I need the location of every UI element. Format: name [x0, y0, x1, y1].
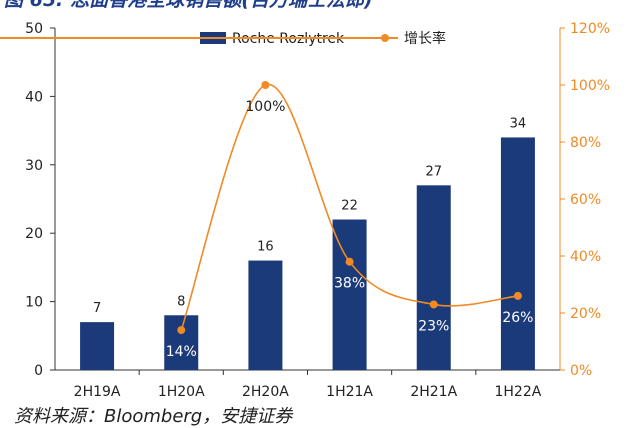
y-right-tick-label: 120%: [570, 21, 610, 37]
legend-line-marker: [381, 34, 389, 42]
y-left-tick-label: 10: [25, 295, 43, 311]
growth-rate-point: [177, 326, 186, 335]
x-tick-label: 1H21A: [326, 384, 373, 400]
growth-rate-label: 23%: [418, 318, 449, 334]
y-right-tick-label: 80%: [570, 135, 601, 151]
figure-title: 图 65: 思面香港全球销售额(百万瑞士法郎): [4, 0, 373, 11]
x-tick-label: 1H22A: [495, 384, 542, 400]
y-right-tick-label: 20%: [570, 306, 601, 322]
bar: [416, 185, 451, 370]
bar-value-label: 16: [257, 240, 274, 255]
bar: [248, 260, 283, 370]
bar: [164, 315, 199, 370]
growth-rate-point: [261, 81, 270, 89]
growth-rate-line: [180, 83, 518, 331]
y-left-tick-label: 50: [25, 21, 43, 37]
x-tick-label: 2H20A: [242, 384, 289, 400]
growth-rate-point: [429, 300, 438, 309]
bar: [80, 322, 115, 370]
legend: Roche Rozlytrek 增长率: [0, 30, 446, 47]
y-right-tick-label: 100%: [570, 78, 610, 94]
bar-value-label: 8: [177, 294, 185, 309]
y-left-tick-label: 30: [25, 158, 43, 174]
x-tick-label: 2H21A: [410, 384, 457, 400]
source-note: 资料来源：Bloomberg，安捷证券: [14, 406, 293, 427]
growth-rate-label: 38%: [334, 276, 365, 292]
y-left-tick-label: 20: [25, 226, 43, 242]
y-right-tick-label: 40%: [570, 249, 601, 265]
y-right-tick-label: 60%: [570, 192, 601, 208]
growth-rate-point: [345, 257, 354, 266]
growth-rate-label: 100%: [245, 99, 285, 115]
x-tick-label: 1H20A: [158, 384, 205, 400]
y-left-tick-label: 0: [34, 363, 43, 379]
growth-rate-point: [513, 291, 522, 300]
bar-value-label: 34: [510, 116, 527, 131]
bar-value-label: 22: [341, 199, 358, 214]
y-right-tick-label: 0%: [570, 363, 592, 379]
bar-value-label: 7: [93, 301, 101, 316]
growth-rate-label: 14%: [166, 344, 197, 360]
bar: [500, 137, 535, 370]
growth-rate-label: 26%: [502, 310, 533, 326]
x-tick-label: 2H19A: [74, 384, 121, 400]
legend-line-label: 增长率: [404, 30, 446, 47]
bar-value-label: 27: [425, 164, 442, 179]
plot-area: 0 10 20 30 40 50 0% 20% 40% 60% 80% 100% 120% 2H19A 1H…: [25, 21, 610, 400]
bar: [332, 219, 367, 370]
y-left-tick-label: 40: [25, 89, 43, 105]
